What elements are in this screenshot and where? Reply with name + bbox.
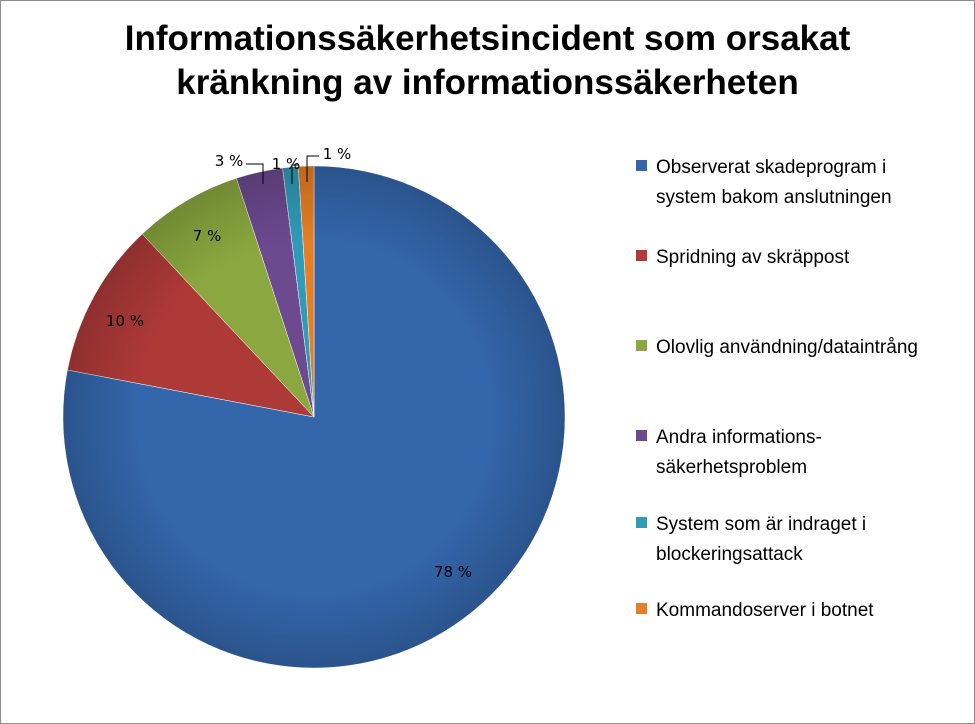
data-label-2: 10 % xyxy=(106,312,144,330)
legend-swatch-6 xyxy=(636,603,647,614)
legend-label-line: säkerhetsproblem xyxy=(656,457,808,478)
chart-title-line-1: Informationssäkerhetsincident som orsaka… xyxy=(124,19,851,58)
data-label-6: 1 % xyxy=(323,145,352,163)
data-label-3: 7 % xyxy=(193,227,222,245)
legend-label-line: Andra informations- xyxy=(656,427,822,448)
legend-label-3: Olovlig användning/dataintrång xyxy=(656,333,956,363)
legend-label-1: Observerat skadeprogram i system bakom an… xyxy=(656,153,956,213)
legend-label-line: System som är indraget i xyxy=(656,514,867,535)
legend-swatch-2 xyxy=(636,250,647,261)
chart-title-line-2: kränkning av informationssäkerheten xyxy=(176,63,799,102)
data-label-4: 3 % xyxy=(215,152,244,170)
legend-label-line: Kommandoserver i botnet xyxy=(656,600,874,621)
legend-label-5: System som är indraget i blockeringsattac… xyxy=(656,510,956,570)
leader-line-6 xyxy=(306,155,319,182)
legend-label-4: Andra informations-säkerhetsproblem xyxy=(656,423,956,483)
legend-label-line: Olovlig användning/dataintrång xyxy=(656,337,918,358)
legend-swatch-3 xyxy=(636,340,647,351)
data-label-1: 78 % xyxy=(434,563,472,581)
legend-label-line: system bakom anslutningen xyxy=(656,187,892,208)
legend-label-6: Kommandoserver i botnet xyxy=(656,596,956,626)
legend-swatch-4 xyxy=(636,430,647,441)
legend-swatch-5 xyxy=(636,517,647,528)
legend-label-line: Spridning av skräppost xyxy=(656,247,850,268)
leader-line-4 xyxy=(246,163,264,184)
chart-title: Informationssäkerhetsincident som orsaka… xyxy=(1,17,974,105)
legend-swatch-1 xyxy=(636,160,647,171)
pie-shading xyxy=(63,166,565,668)
legend-label-2: Spridning av skräppost xyxy=(656,243,956,273)
data-label-5: 1 % xyxy=(272,155,301,173)
leader-line-5 xyxy=(291,164,299,184)
legend-label-line: Observerat skadeprogram i xyxy=(656,157,887,178)
legend-label-line: blockeringsattack xyxy=(656,544,803,565)
